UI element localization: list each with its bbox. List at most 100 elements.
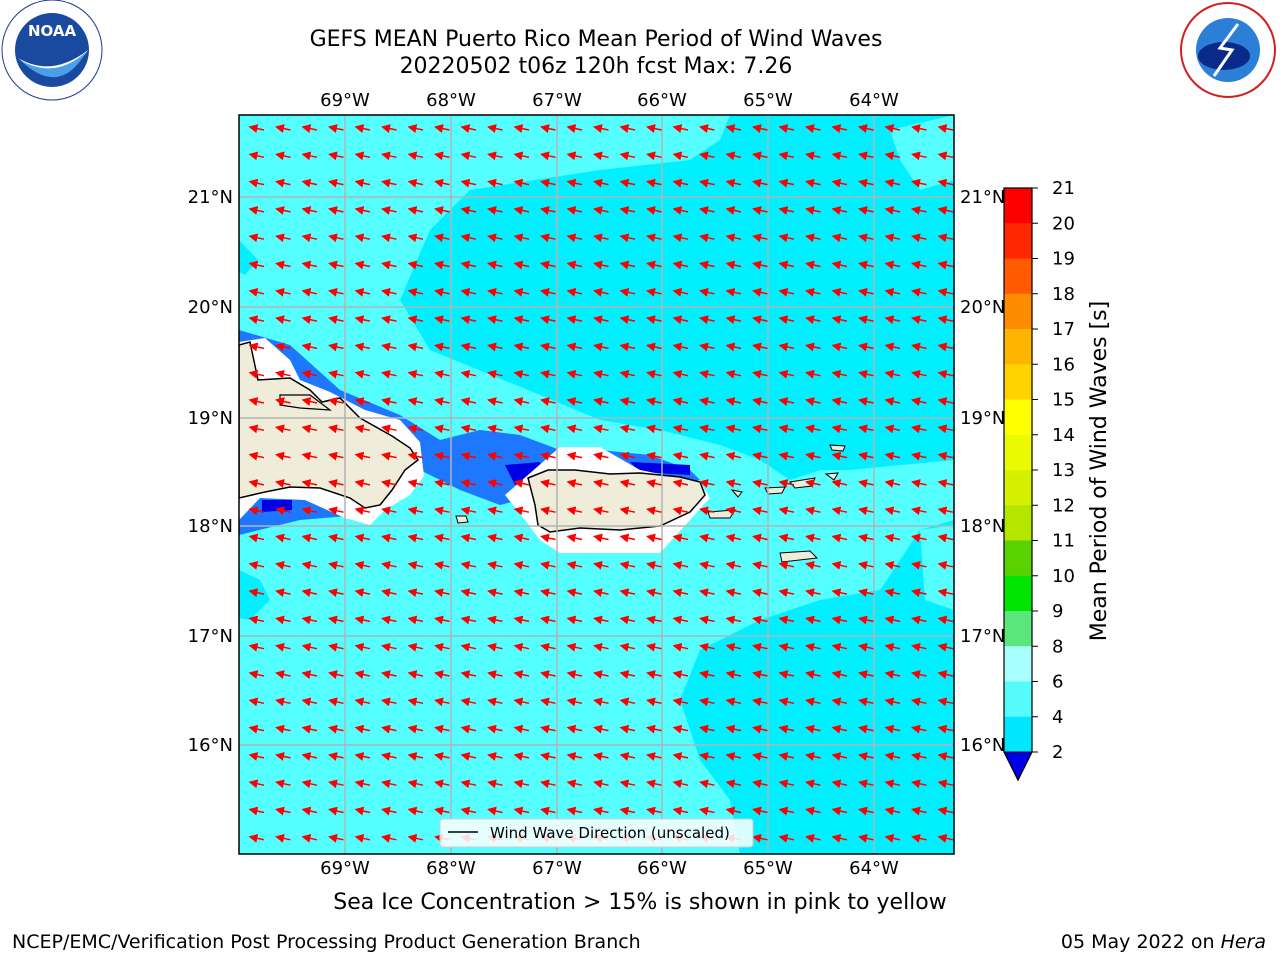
wind-arrow — [275, 615, 291, 625]
wind-arrow — [540, 642, 556, 652]
wind-arrow — [328, 642, 344, 652]
wind-arrow — [831, 124, 848, 133]
wind-arrow — [858, 342, 874, 352]
wind-arrow — [407, 806, 424, 816]
wind-arrow — [593, 260, 609, 270]
wind-arrow — [646, 451, 662, 461]
wind-arrow — [699, 724, 715, 734]
colorbar-segment — [1004, 716, 1032, 753]
wind-arrow — [487, 287, 503, 297]
wind-arrow — [805, 479, 821, 488]
wind-arrow — [884, 206, 901, 215]
wind-arrow — [566, 260, 583, 270]
wind-arrow — [937, 151, 954, 161]
wind-arrow — [407, 451, 424, 461]
wind-arrow — [593, 233, 609, 243]
wind-arrow — [248, 615, 265, 625]
wind-arrow — [275, 588, 291, 598]
wind-arrow — [858, 206, 874, 215]
wind-arrow — [858, 369, 874, 379]
wind-arrow — [460, 206, 477, 215]
wind-arrow — [277, 864, 291, 867]
wind-arrow — [672, 369, 689, 379]
wind-arrow — [354, 206, 371, 215]
wind-arrow — [354, 479, 371, 488]
wind-arrow — [646, 479, 662, 488]
wind-arrow — [460, 260, 477, 270]
wind-arrow — [619, 369, 636, 379]
wind-arrow — [487, 642, 503, 652]
wind-arrow — [381, 124, 397, 133]
wind-arrow — [566, 424, 583, 434]
colorbar-tick-label: 13 — [1052, 460, 1075, 481]
wind-arrow — [513, 451, 530, 461]
wind-arrow — [354, 287, 371, 297]
wind-arrow — [699, 124, 715, 133]
colorbar-tick-label: 16 — [1052, 354, 1075, 375]
colorbar-segment — [1004, 188, 1032, 224]
wind-arrow — [911, 833, 927, 843]
wind-arrow — [381, 479, 397, 488]
wind-arrow — [434, 124, 450, 133]
wind-arrow — [515, 864, 529, 867]
wind-arrow — [275, 178, 291, 188]
wind-arrow — [513, 342, 530, 352]
wind-arrow — [328, 533, 344, 543]
wind-arrow — [593, 451, 609, 461]
chart-title: GEFS MEAN Puerto Rico Mean Period of Win… — [309, 27, 883, 52]
wind-arrow — [513, 315, 530, 325]
wind-arrow — [460, 779, 477, 789]
map-area — [239, 115, 954, 867]
wind-arrow — [275, 642, 291, 652]
wind-arrow — [778, 752, 795, 761]
wind-arrow — [540, 151, 556, 161]
lat-label-right: 18°N — [960, 516, 1005, 537]
wind-arrow — [858, 642, 874, 652]
wind-arrow — [460, 506, 477, 516]
wind-arrow — [805, 124, 821, 133]
wind-arrow — [699, 233, 715, 243]
wind-arrow — [328, 479, 344, 488]
wind-arrow — [646, 642, 662, 652]
wind-arrow — [434, 642, 450, 652]
wind-arrow — [725, 506, 742, 516]
wind-arrow — [778, 560, 795, 570]
wind-arrow — [619, 424, 636, 434]
wind-arrow — [566, 178, 583, 188]
wind-arrow — [328, 588, 344, 598]
wind-arrow — [831, 560, 848, 570]
wind-arrow — [566, 451, 583, 461]
wind-arrow — [593, 588, 609, 598]
wind-arrow — [805, 315, 821, 325]
wind-arrow — [328, 560, 344, 570]
wind-arrow — [487, 451, 503, 461]
wind-arrow — [725, 151, 742, 161]
wind-arrow — [646, 287, 662, 297]
wind-arrow — [328, 806, 344, 816]
wind-arrow — [434, 533, 450, 543]
colorbar-tick-label: 19 — [1052, 249, 1075, 270]
wind-arrow — [646, 233, 662, 243]
wind-arrow — [699, 151, 715, 161]
wind-arrow — [540, 697, 556, 707]
wind-arrow — [699, 588, 715, 598]
wind-arrow — [646, 124, 662, 133]
wind-arrow — [354, 642, 371, 652]
wind-arrow — [407, 369, 424, 379]
wind-arrow — [407, 178, 424, 188]
wind-arrow — [699, 533, 715, 543]
wind-arrow — [937, 506, 954, 516]
wind-arrow — [489, 864, 503, 867]
wind-arrow — [566, 670, 583, 679]
lon-label-bottom: 66°W — [637, 858, 687, 879]
wind-arrow — [248, 806, 265, 816]
wind-arrow — [858, 724, 874, 734]
wind-arrow — [805, 260, 821, 270]
wind-arrow — [699, 752, 715, 761]
wind-arrow — [911, 287, 927, 297]
wind-arrow — [672, 206, 689, 215]
legend-label: Wind Wave Direction (unscaled) — [490, 824, 730, 842]
wind-arrow — [593, 206, 609, 215]
wind-arrow — [672, 506, 689, 516]
wind-arrow — [301, 833, 318, 843]
